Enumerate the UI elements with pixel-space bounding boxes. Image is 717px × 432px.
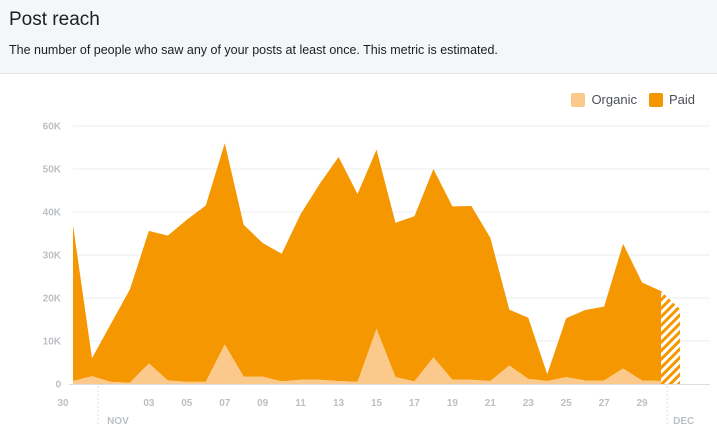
organic-swatch [571,92,586,107]
legend-item-paid[interactable]: Paid [648,92,695,107]
y-tick-label: 0 [55,380,61,391]
partial-period-area [661,291,680,384]
x-tick-label: 21 [485,398,497,409]
legend-item-organic[interactable]: Organic [571,92,637,107]
y-tick-label: 30K [43,251,62,262]
y-tick-label: 40K [43,208,62,219]
x-tick-label: 17 [409,398,421,409]
metric-description: The number of people who saw any of your… [9,43,498,57]
month-label: DEC [673,416,694,427]
card-header: Post reach The number of people who saw … [0,0,717,74]
y-tick-label: 20K [43,294,62,305]
x-tick-label: 09 [257,398,269,409]
x-tick-label: 19 [447,398,459,409]
x-tick-label: 29 [637,398,649,409]
x-tick-label: 13 [333,398,345,409]
x-tick-label: 05 [181,398,193,409]
x-tick-label: 15 [371,398,383,409]
x-tick-label: 23 [523,398,535,409]
y-tick-label: 10K [43,337,62,348]
x-tick-label: 07 [219,398,231,409]
area-series [73,143,680,384]
legend-label-paid: Paid [668,92,695,107]
axes: 0 10K 20K 30K 40K 50K 60K 30 03 05 07 09 11 13 15 17 19 2… [43,122,710,427]
x-tick-label: 25 [561,398,573,409]
x-tick-label: 03 [143,398,155,409]
x-tick-label: 27 [599,398,611,409]
paid-swatch [648,92,663,107]
paid-area [73,143,662,383]
y-tick-label: 60K [43,122,62,133]
x-tick-label: 30 [57,398,69,409]
y-tick-label: 50K [43,165,62,176]
legend-label-organic: Organic [591,92,637,107]
month-label: NOV [107,416,129,427]
page-title: Post reach [9,9,100,30]
organic-area [73,328,662,384]
x-tick-label: 11 [295,398,306,409]
chart-legend: Organic Paid [571,92,695,107]
